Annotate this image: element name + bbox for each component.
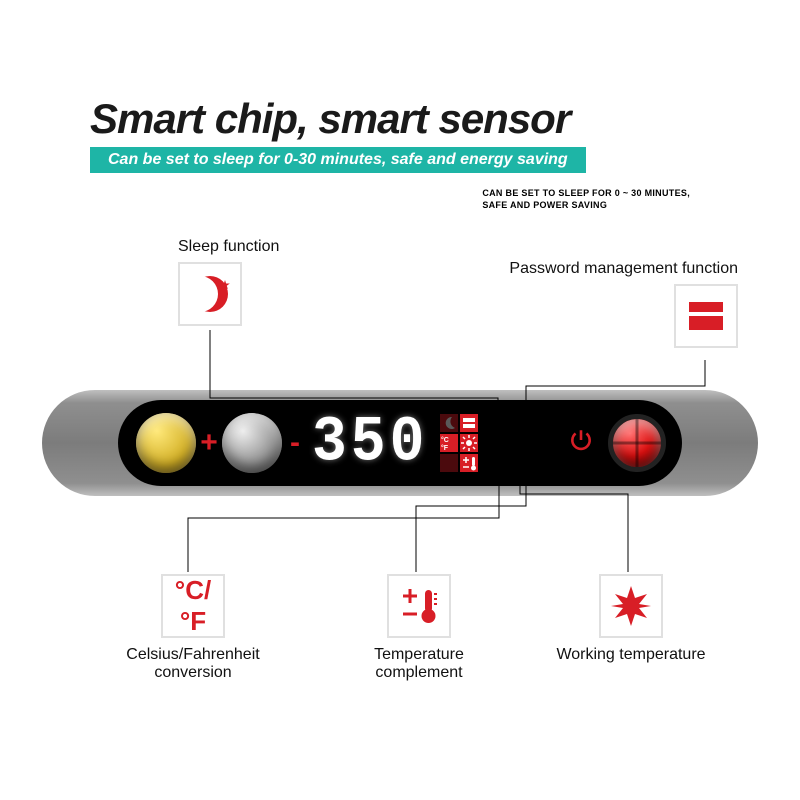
indicator-working-icon (460, 434, 478, 452)
indicator-cf-icon: °C°F (440, 434, 458, 452)
moon-star-icon (192, 276, 228, 312)
dial-increase[interactable] (136, 413, 196, 473)
dial-power[interactable] (608, 414, 666, 472)
header: Smart chip, smart sensor Can be set to s… (90, 95, 586, 173)
minus-sign: - (282, 426, 308, 460)
callout-password: Password management function (478, 260, 738, 348)
working-label: Working temperature (556, 646, 706, 664)
sleep-icon-box (178, 262, 242, 326)
dial-decrease[interactable] (222, 413, 282, 473)
sleep-label: Sleep function (178, 238, 279, 256)
caption-small: CAN BE SET TO SLEEP FOR 0 ~ 30 MINUTES, … (482, 188, 690, 211)
tempcomp-icon-box (387, 574, 451, 638)
postbox-icon (689, 302, 723, 330)
password-icon-box (674, 284, 738, 348)
tempcomp-label: Temperature complement (334, 646, 504, 682)
cf-label: Celsius/Fahrenheit conversion (118, 646, 268, 682)
svg-text:°F: °F (441, 444, 449, 452)
indicator-password-icon (460, 414, 478, 432)
led-digits: 350 (312, 407, 428, 479)
plus-sign: + (196, 426, 222, 460)
callout-cf: °C/°F Celsius/Fahrenheit conversion (118, 574, 268, 682)
indicator-sleep-icon (440, 414, 458, 432)
power-icon (568, 427, 594, 460)
plusminus-thermo-icon (397, 584, 441, 628)
sun-icon (609, 584, 653, 628)
svg-text:°C: °C (441, 436, 449, 444)
indicator-blank-icon (440, 454, 458, 472)
page-title: Smart chip, smart sensor (90, 95, 586, 143)
device-panel: + - 350 °C°F (118, 400, 682, 486)
callout-tempcomp: Temperature complement (334, 574, 504, 682)
password-label: Password management function (478, 260, 738, 278)
device-body: + - 350 °C°F (42, 390, 758, 496)
subtitle-band: Can be set to sleep for 0-30 minutes, sa… (90, 147, 586, 173)
caption-line1: CAN BE SET TO SLEEP FOR 0 ~ 30 MINUTES, (482, 188, 690, 200)
working-icon-box (599, 574, 663, 638)
callout-sleep: Sleep function (178, 238, 279, 326)
cf-icon-box: °C/°F (161, 574, 225, 638)
callout-working: Working temperature (556, 574, 706, 664)
indicator-grid: °C°F (440, 414, 478, 472)
cf-icon-text: °C/°F (163, 575, 223, 637)
indicator-tempcomp-icon (460, 454, 478, 472)
caption-line2: SAFE AND POWER SAVING (482, 200, 690, 212)
